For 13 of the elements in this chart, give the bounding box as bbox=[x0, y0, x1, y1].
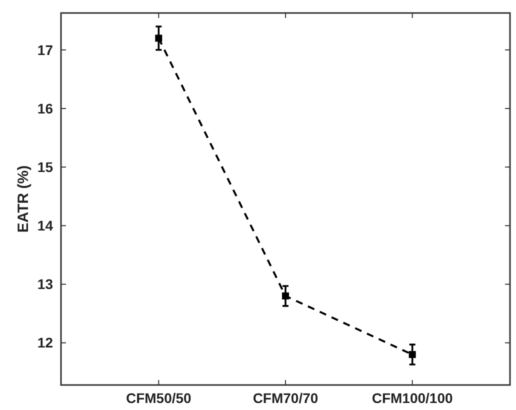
x-tick-label: CFM70/70 bbox=[252, 390, 318, 406]
y-tick-label: 14 bbox=[37, 218, 54, 234]
point bbox=[155, 34, 162, 42]
point bbox=[282, 292, 289, 300]
y-tick-label: 13 bbox=[37, 276, 54, 292]
y-tick-label: 17 bbox=[37, 42, 54, 58]
x-tick-label: CFM100/100 bbox=[372, 390, 454, 406]
y-tick-label: 15 bbox=[37, 158, 54, 175]
x-tick-label: CFM50/50 bbox=[126, 390, 192, 406]
point bbox=[408, 351, 416, 358]
y-tick-label: 12 bbox=[37, 334, 54, 351]
y-tick-label: 16 bbox=[37, 100, 54, 116]
y-axis-title: EATR (%) bbox=[15, 165, 32, 233]
